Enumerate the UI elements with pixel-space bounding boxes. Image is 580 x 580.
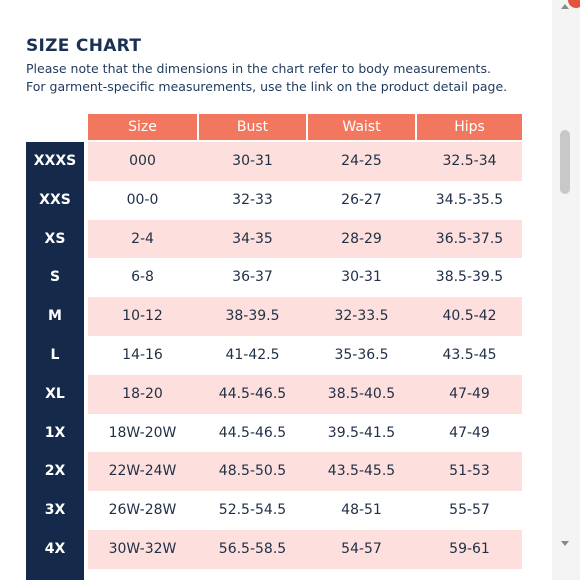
table-row: 18W-20W 44.5-46.5 39.5-41.5 47-49	[88, 414, 522, 453]
cell-bust: 44.5-46.5	[218, 386, 287, 402]
size-label-xxs: XXS	[39, 192, 71, 208]
cell-hips: 43.5-45	[442, 347, 497, 363]
cell-hips: 59-61	[449, 541, 490, 557]
size-label-1x: 1X	[44, 425, 66, 441]
header-hips: Hips	[417, 114, 522, 140]
cell-hips: 55-57	[449, 502, 490, 518]
cell-waist: 24-25	[341, 153, 382, 169]
cell-size: 14-16	[122, 347, 163, 363]
cell-waist: 28-29	[341, 231, 382, 247]
size-label-l: L	[50, 347, 60, 363]
table-row: 14-16 41-42.5 35-36.5 43.5-45	[88, 336, 522, 375]
cell-hips: 32.5-34	[442, 153, 497, 169]
cell-size: 6-8	[131, 269, 154, 285]
table-row: 30W-32W 56.5-58.5 54-57 59-61	[88, 530, 522, 569]
page-title: SIZE CHART	[26, 36, 142, 56]
scroll-down-arrow-icon[interactable]	[561, 541, 569, 546]
cell-size: 000	[129, 153, 156, 169]
header-size: Size	[88, 114, 197, 140]
vertical-scrollbar[interactable]	[552, 0, 580, 580]
cell-bust: 38-39.5	[225, 308, 280, 324]
cell-waist: 38.5-40.5	[327, 386, 396, 402]
table-row: 00-0 32-33 26-27 34.5-35.5	[88, 181, 522, 220]
cell-size: 10-12	[122, 308, 163, 324]
cell-waist: 32-33.5	[334, 308, 389, 324]
cell-size: 00-0	[126, 192, 159, 208]
cell-waist: 43.5-45.5	[327, 463, 396, 479]
size-label-m: M	[48, 308, 62, 324]
table-row: 22W-24W 48.5-50.5 43.5-45.5 51-53	[88, 452, 522, 491]
size-label-s: S	[49, 269, 61, 285]
cell-waist: 39.5-41.5	[327, 425, 396, 441]
note-line-2: For garment-specific measurements, use t…	[26, 79, 508, 94]
note-line-1: Please note that the dimensions in the c…	[26, 61, 491, 76]
cell-size: 18W-20W	[108, 425, 177, 441]
cell-bust: 41-42.5	[225, 347, 280, 363]
cell-hips: 47-49	[449, 386, 490, 402]
size-label-2x: 2X	[44, 463, 66, 479]
table-row: 000 30-31 24-25 32.5-34	[88, 142, 522, 181]
cell-hips: 47-49	[449, 425, 490, 441]
cell-size: 30W-32W	[108, 541, 177, 557]
cell-bust: 32-33	[232, 192, 273, 208]
size-chart-panel: SIZE CHART Please note that the dimensio…	[26, 36, 522, 580]
cell-waist: 35-36.5	[334, 347, 389, 363]
size-label-xxxs: XXXS	[33, 153, 77, 169]
cell-hips: 40.5-42	[442, 308, 497, 324]
cell-hips: 36.5-37.5	[435, 231, 504, 247]
cell-bust: 44.5-46.5	[218, 425, 287, 441]
cell-hips: 38.5-39.5	[435, 269, 504, 285]
cell-bust: 52.5-54.5	[218, 502, 287, 518]
table-row: 2-4 34-35 28-29 36.5-37.5	[88, 220, 522, 259]
cell-waist: 26-27	[341, 192, 382, 208]
header-bust: Bust	[199, 114, 306, 140]
header-waist: Waist	[308, 114, 415, 140]
scrollbar-thumb[interactable]	[560, 130, 570, 194]
cell-bust: 56.5-58.5	[218, 541, 287, 557]
size-label-xs: XS	[44, 231, 66, 247]
cell-waist: 48-51	[341, 502, 382, 518]
cell-hips: 34.5-35.5	[435, 192, 504, 208]
cell-hips: 51-53	[449, 463, 490, 479]
notification-dot	[568, 0, 580, 8]
scroll-up-arrow-icon[interactable]	[561, 4, 569, 9]
cell-size: 18-20	[122, 386, 163, 402]
size-label-column: XXXS XXS XS S M L XL 1X 2X 3X 4X	[26, 142, 84, 580]
table-row: 10-12 38-39.5 32-33.5 40.5-42	[88, 297, 522, 336]
table-row: 26W-28W 52.5-54.5 48-51 55-57	[88, 491, 522, 530]
cell-bust: 48.5-50.5	[218, 463, 287, 479]
cell-bust: 34-35	[232, 231, 273, 247]
cell-waist: 30-31	[341, 269, 382, 285]
size-label-4x: 4X	[44, 541, 66, 557]
cell-bust: 36-37	[232, 269, 273, 285]
size-label-3x: 3X	[44, 502, 66, 518]
table-header: Size Bust Waist Hips	[88, 114, 522, 140]
cell-size: 22W-24W	[108, 463, 177, 479]
table-row: 18-20 44.5-46.5 38.5-40.5 47-49	[88, 375, 522, 414]
cell-waist: 54-57	[341, 541, 382, 557]
size-label-xl: XL	[45, 386, 65, 402]
cell-bust: 30-31	[232, 153, 273, 169]
cell-size: 2-4	[131, 231, 154, 247]
table-row: 6-8 36-37 30-31 38.5-39.5	[88, 258, 522, 297]
cell-size: 26W-28W	[108, 502, 177, 518]
